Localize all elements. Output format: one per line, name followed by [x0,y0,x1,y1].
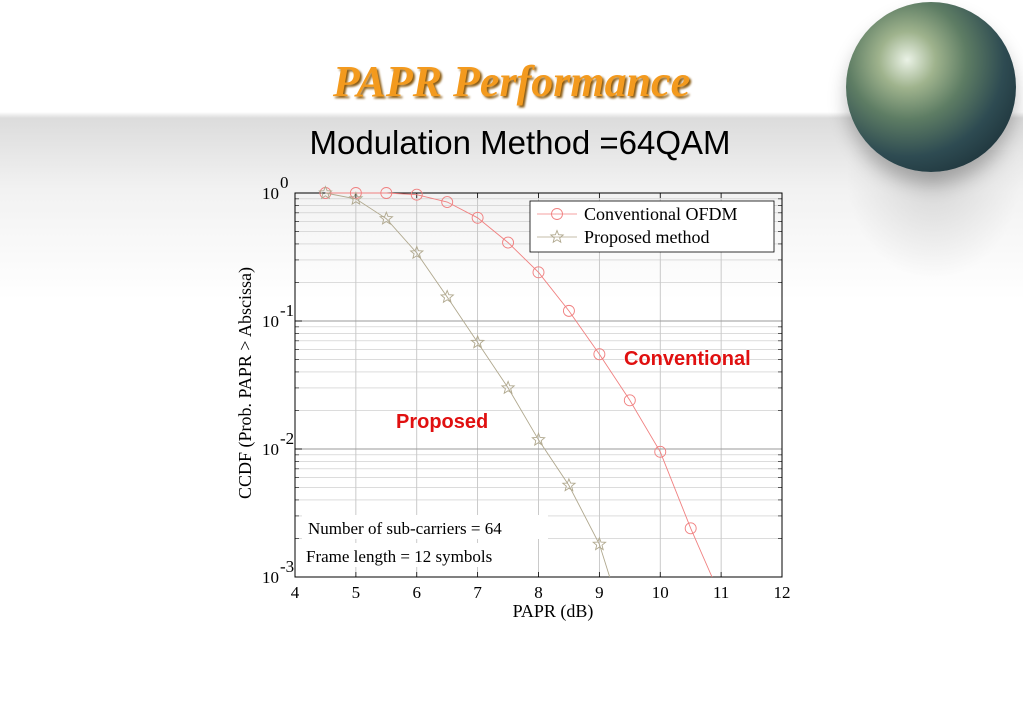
x-tick-label: 12 [774,583,791,602]
y-tick-label: 10 [262,312,279,331]
annotation-proposed: Proposed [396,411,488,433]
legend: Conventional OFDM Proposed method [529,200,775,253]
x-tick-label: 10 [652,583,669,602]
globe-image [846,2,1016,172]
data-point-conventional [380,187,393,199]
legend-label-conventional: Conventional OFDM [584,204,738,224]
x-tick-label: 9 [595,583,604,602]
data-point-conventional [684,522,697,535]
data-point-proposed [439,289,455,304]
series-line-proposed [325,192,611,578]
slide-subtitle: Modulation Method =64QAM [309,124,731,161]
y-tick-label: 10 [262,440,279,459]
data-point-proposed [531,432,546,447]
y-tick-label: 10 [262,568,279,587]
data-point-proposed [500,380,516,395]
data-point-conventional [623,394,636,407]
legend-marker-proposed [549,229,565,244]
data-point-proposed [470,334,485,349]
x-tick-label: 8 [534,583,543,602]
data-point-conventional [562,304,575,317]
data-point-conventional [441,196,454,208]
chart-grid [295,193,782,577]
y-tick-exponent: 0 [280,173,289,192]
x-tick-label: 11 [713,583,729,602]
note-bg-subcarriers [302,515,548,539]
data-point-conventional [532,266,545,279]
x-tick-label: 6 [413,583,422,602]
data-point-conventional [410,188,423,201]
data-point-conventional [471,211,484,224]
y-tick-exponent: -2 [280,429,294,448]
data-point-conventional [502,236,515,249]
x-axis-label: PAPR (dB) [513,601,594,622]
data-point-conventional [593,348,606,361]
data-point-proposed [348,191,364,206]
legend-label-proposed: Proposed method [584,227,710,247]
note-bg-frame-length [302,543,534,567]
x-tick-label: 4 [291,583,300,602]
note-subcarriers: Number of sub-carriers = 64 [308,519,502,538]
legend-marker-conventional [551,208,563,220]
data-point-proposed [378,210,394,225]
annotation-conventional: Conventional [624,348,751,370]
series-layer [318,185,713,578]
y-tick-label: 10 [262,184,279,203]
legend-box [529,200,775,253]
slide-title: PAPR Performance [332,57,691,106]
data-point-proposed [592,536,607,551]
data-point-proposed [318,185,333,200]
y-tick-exponent: -1 [280,301,294,320]
y-axis-label: CCDF (Prob. PAPR > Abscissa) [235,267,256,499]
x-tick-label: 7 [473,583,482,602]
x-tick-label: 5 [352,583,361,602]
data-point-proposed [561,477,577,492]
y-tick-exponent: -3 [280,557,294,576]
data-point-proposed [409,245,425,260]
note-frame-length: Frame length = 12 symbols [306,547,492,566]
data-point-conventional [654,445,667,458]
